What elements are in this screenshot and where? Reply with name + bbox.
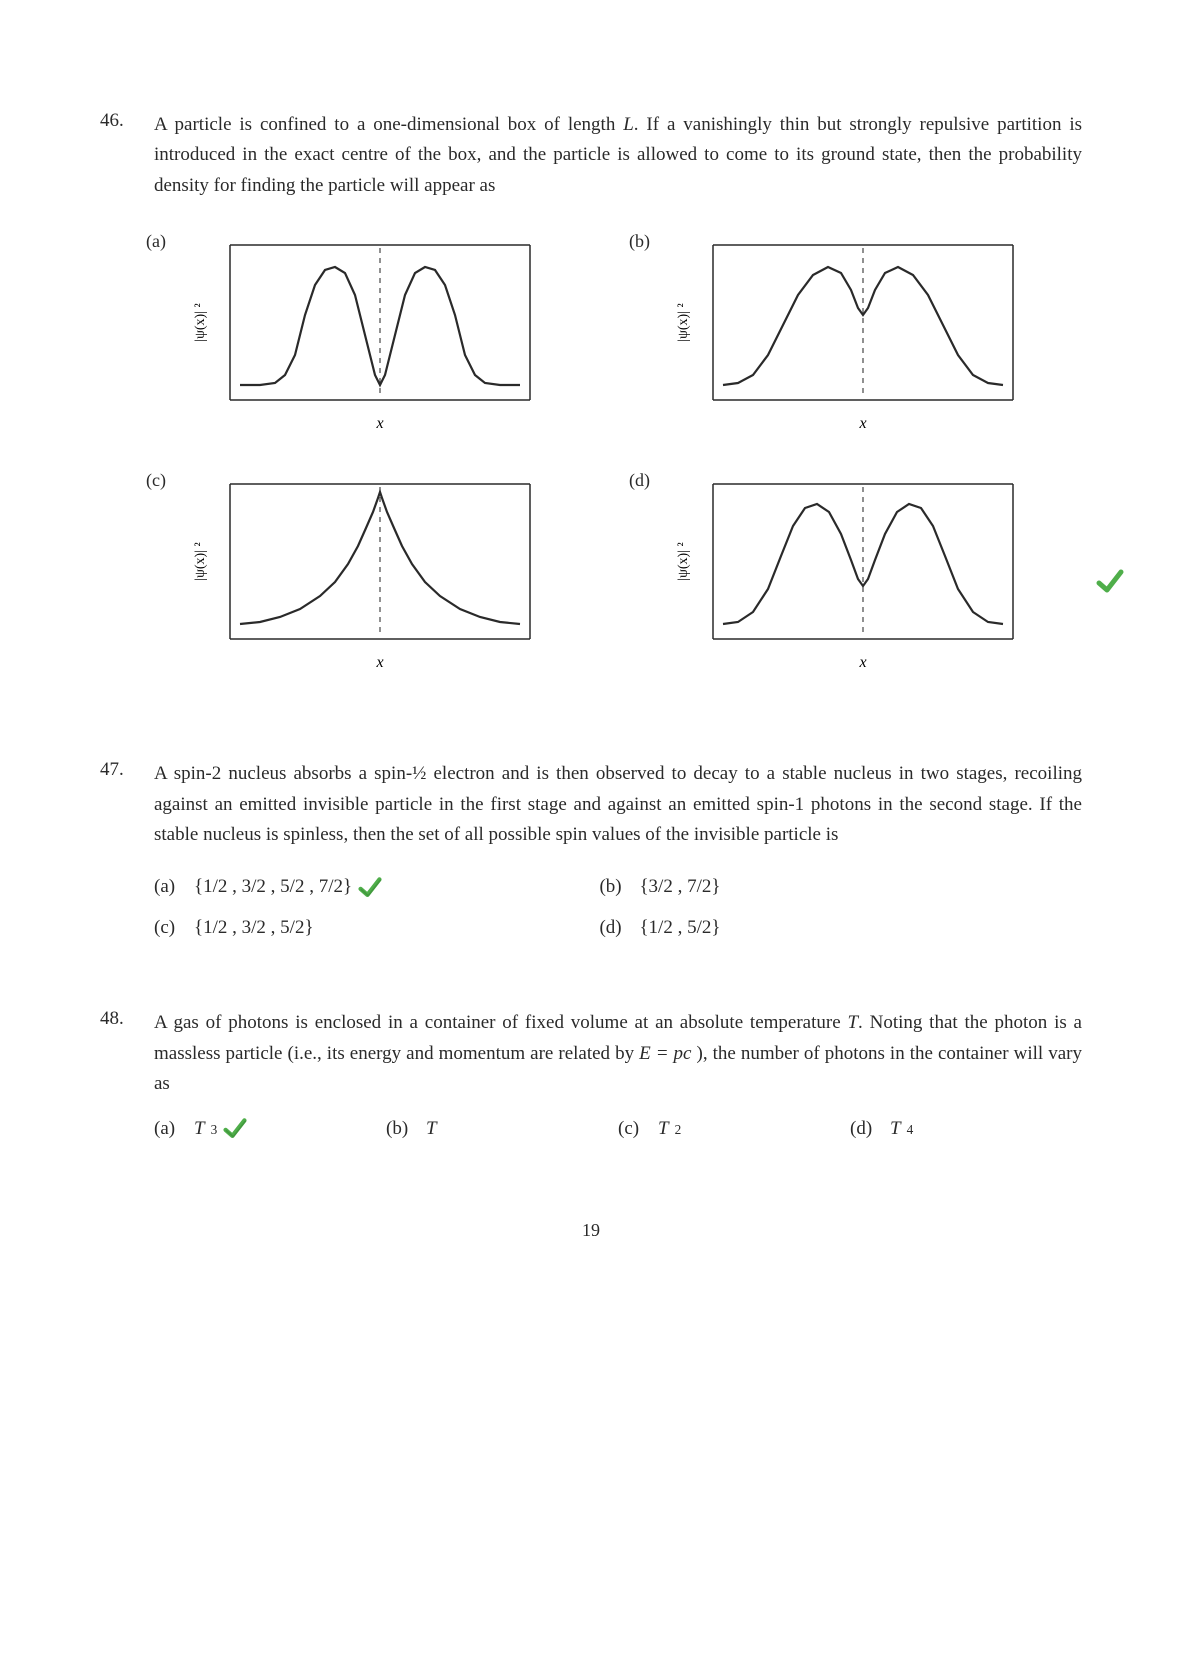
var-T: T	[847, 1012, 858, 1033]
opt-sup: 2	[675, 1119, 682, 1140]
options-row-1: (a) {1/2 , 3/2 , 5/2 , 7/2} (b) {3/2 , 7…	[154, 872, 1082, 902]
option-a: (a) {1/2 , 3/2 , 5/2 , 7/2}	[154, 872, 599, 902]
q48-part1: A gas of photons is enclosed in a contai…	[154, 1012, 847, 1033]
page: 46. A particle is confined to a one-dime…	[0, 0, 1182, 1671]
option-text: {1/2 , 3/2 , 5/2 , 7/2}	[194, 872, 382, 902]
option-label: (b)	[386, 1114, 426, 1144]
figure-a: (a) |ψ(x)| ² x	[146, 231, 599, 460]
opt-value: {1/2 , 3/2 , 5/2 , 7/2}	[194, 872, 352, 902]
question-46: 46. A particle is confined to a one-dime…	[100, 110, 1082, 201]
svg-text:x: x	[375, 415, 383, 432]
svg-text:|ψ(x)| ²: |ψ(x)| ²	[676, 542, 691, 580]
chart-a-svg: |ψ(x)| ² x	[180, 235, 560, 455]
svg-text:x: x	[375, 654, 383, 671]
figure-label-c: (c)	[146, 470, 166, 491]
question-47: 47. A spin-2 nucleus absorbs a spin-½ el…	[100, 759, 1082, 953]
question-text: A spin-2 nucleus absorbs a spin-½ electr…	[154, 759, 1082, 850]
eq: E = pc	[639, 1043, 691, 1064]
figure-label-d: (d)	[629, 470, 650, 491]
opt-base: T	[658, 1114, 669, 1144]
option-text: T4	[890, 1114, 913, 1144]
option-label: (a)	[154, 872, 194, 902]
plot-c: |ψ(x)| ² x	[180, 474, 599, 699]
svg-text:x: x	[858, 415, 866, 432]
option-text: T2	[658, 1114, 681, 1144]
option-label: (a)	[154, 1114, 194, 1144]
option-text: {3/2 , 7/2}	[639, 872, 720, 902]
checkmark-icon	[358, 876, 382, 900]
option-label: (d)	[599, 913, 639, 943]
question-text: A gas of photons is enclosed in a contai…	[154, 1008, 1082, 1099]
checkmark-icon	[223, 1117, 247, 1141]
option-text: T	[426, 1114, 443, 1144]
opt-sup: 4	[907, 1119, 914, 1140]
checkmark-icon	[1096, 568, 1124, 596]
option-text: {1/2 , 5/2}	[639, 913, 720, 943]
option-label: (b)	[599, 872, 639, 902]
opt-base: T	[890, 1114, 901, 1144]
svg-text:x: x	[858, 654, 866, 671]
question-body: A gas of photons is enclosed in a contai…	[154, 1008, 1082, 1160]
option-a: (a) T3	[154, 1114, 386, 1144]
chart-c-svg: |ψ(x)| ² x	[180, 474, 560, 694]
chart-d-svg: |ψ(x)| ² x	[663, 474, 1043, 694]
figure-grid: (a) |ψ(x)| ² x (b) |ψ(x)| ² x (c) |ψ(x)| ²…	[146, 231, 1082, 699]
opt-sup: 3	[211, 1119, 218, 1140]
option-text: T3	[194, 1114, 247, 1144]
question-body: A spin-2 nucleus absorbs a spin-½ electr…	[154, 759, 1082, 953]
q46-part1: A particle is confined to a one-dimensio…	[154, 114, 623, 135]
option-label: (c)	[154, 913, 194, 943]
option-b: (b) {3/2 , 7/2}	[599, 872, 1082, 902]
option-b: (b) T	[386, 1114, 618, 1144]
figure-label-a: (a)	[146, 231, 166, 252]
plot-d: |ψ(x)| ² x	[663, 474, 1082, 699]
plot-a: |ψ(x)| ² x	[180, 235, 599, 460]
svg-text:|ψ(x)| ²: |ψ(x)| ²	[676, 303, 691, 341]
figure-d: (d) |ψ(x)| ² x	[629, 470, 1082, 699]
figure-label-b: (b)	[629, 231, 650, 252]
svg-text:|ψ(x)| ²: |ψ(x)| ²	[193, 303, 208, 341]
option-label: (d)	[850, 1114, 890, 1144]
options-row: (a) T3 (b) T (c) T2	[154, 1114, 1082, 1144]
question-number: 46.	[100, 110, 154, 201]
option-d: (d) {1/2 , 5/2}	[599, 913, 1082, 943]
question-text: A particle is confined to a one-dimensio…	[154, 110, 1082, 201]
options-row-2: (c) {1/2 , 3/2 , 5/2} (d) {1/2 , 5/2}	[154, 913, 1082, 943]
figure-c: (c) |ψ(x)| ² x	[146, 470, 599, 699]
option-c: (c) {1/2 , 3/2 , 5/2}	[154, 913, 599, 943]
plot-b: |ψ(x)| ² x	[663, 235, 1082, 460]
figure-b: (b) |ψ(x)| ² x	[629, 231, 1082, 460]
var-L: L	[623, 114, 634, 135]
option-d: (d) T4	[850, 1114, 1082, 1144]
opt-base: T	[194, 1114, 205, 1144]
chart-b-svg: |ψ(x)| ² x	[663, 235, 1043, 455]
question-number: 47.	[100, 759, 154, 953]
option-label: (c)	[618, 1114, 658, 1144]
option-c: (c) T2	[618, 1114, 850, 1144]
question-48: 48. A gas of photons is enclosed in a co…	[100, 1008, 1082, 1160]
option-text: {1/2 , 3/2 , 5/2}	[194, 913, 314, 943]
opt-base: T	[426, 1114, 437, 1144]
question-number: 48.	[100, 1008, 154, 1160]
page-number: 19	[100, 1220, 1082, 1241]
svg-text:|ψ(x)| ²: |ψ(x)| ²	[193, 542, 208, 580]
